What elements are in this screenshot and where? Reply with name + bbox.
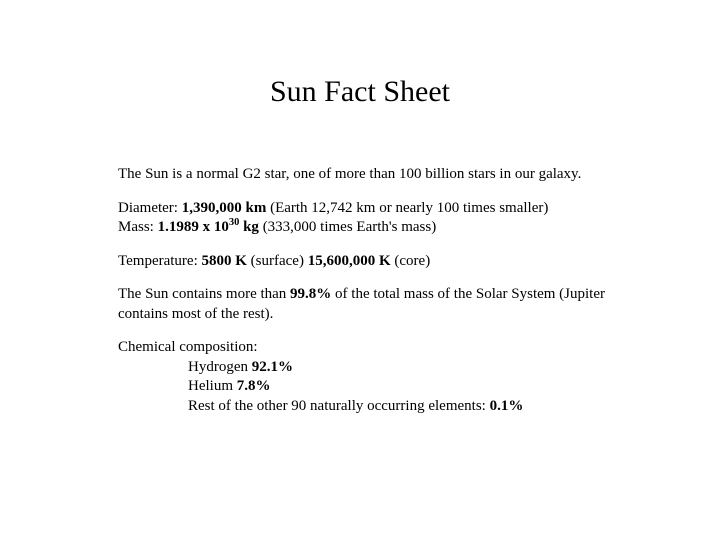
diameter-label: Diameter: — [118, 200, 182, 216]
temperature-surface-note: (surface) — [247, 253, 308, 269]
temperature-label: Temperature: — [118, 253, 202, 269]
mass-value: 1.1989 x 1030 kg — [158, 219, 259, 235]
mass-value-suffix: kg — [239, 219, 259, 235]
composition-item: Helium 7.8% — [118, 378, 271, 394]
diameter-note: (Earth 12,742 km or nearly 100 times sma… — [266, 200, 548, 216]
body-content: The Sun is a normal G2 star, one of more… — [118, 165, 658, 430]
mass-fraction-pre: The Sun contains more than — [118, 286, 290, 302]
intro-paragraph: The Sun is a normal G2 star, one of more… — [118, 165, 658, 185]
diameter-value: 1,390,000 km — [182, 200, 267, 216]
composition-item-label: Rest of the other 90 naturally occurring… — [188, 398, 490, 414]
temperature-paragraph: Temperature: 5800 K (surface) 15,600,000… — [118, 252, 658, 272]
temperature-surface-value: 5800 K — [202, 253, 247, 269]
mass-note: (333,000 times Earth's mass) — [259, 219, 436, 235]
composition-item-value: 7.8% — [237, 378, 271, 394]
composition-paragraph: Chemical composition: Hydrogen 92.1% Hel… — [118, 338, 658, 416]
composition-item: Rest of the other 90 naturally occurring… — [118, 398, 523, 414]
mass-label: Mass: — [118, 219, 158, 235]
temperature-core-value: 15,600,000 K — [308, 253, 391, 269]
composition-item: Hydrogen 92.1% — [118, 359, 293, 375]
temperature-core-note: (core) — [391, 253, 431, 269]
mass-fraction-paragraph: The Sun contains more than 99.8% of the … — [118, 285, 658, 324]
slide: Sun Fact Sheet The Sun is a normal G2 st… — [0, 0, 720, 540]
page-title: Sun Fact Sheet — [0, 75, 720, 109]
diameter-mass-paragraph: Diameter: 1,390,000 km (Earth 12,742 km … — [118, 199, 658, 238]
composition-item-value: 92.1% — [252, 359, 293, 375]
mass-fraction-value: 99.8% — [290, 286, 331, 302]
composition-heading: Chemical composition: — [118, 339, 258, 355]
mass-value-exp: 30 — [229, 217, 240, 228]
mass-value-prefix: 1.1989 x 10 — [158, 219, 229, 235]
composition-item-value: 0.1% — [490, 398, 524, 414]
composition-item-label: Helium — [188, 378, 237, 394]
composition-item-label: Hydrogen — [188, 359, 252, 375]
